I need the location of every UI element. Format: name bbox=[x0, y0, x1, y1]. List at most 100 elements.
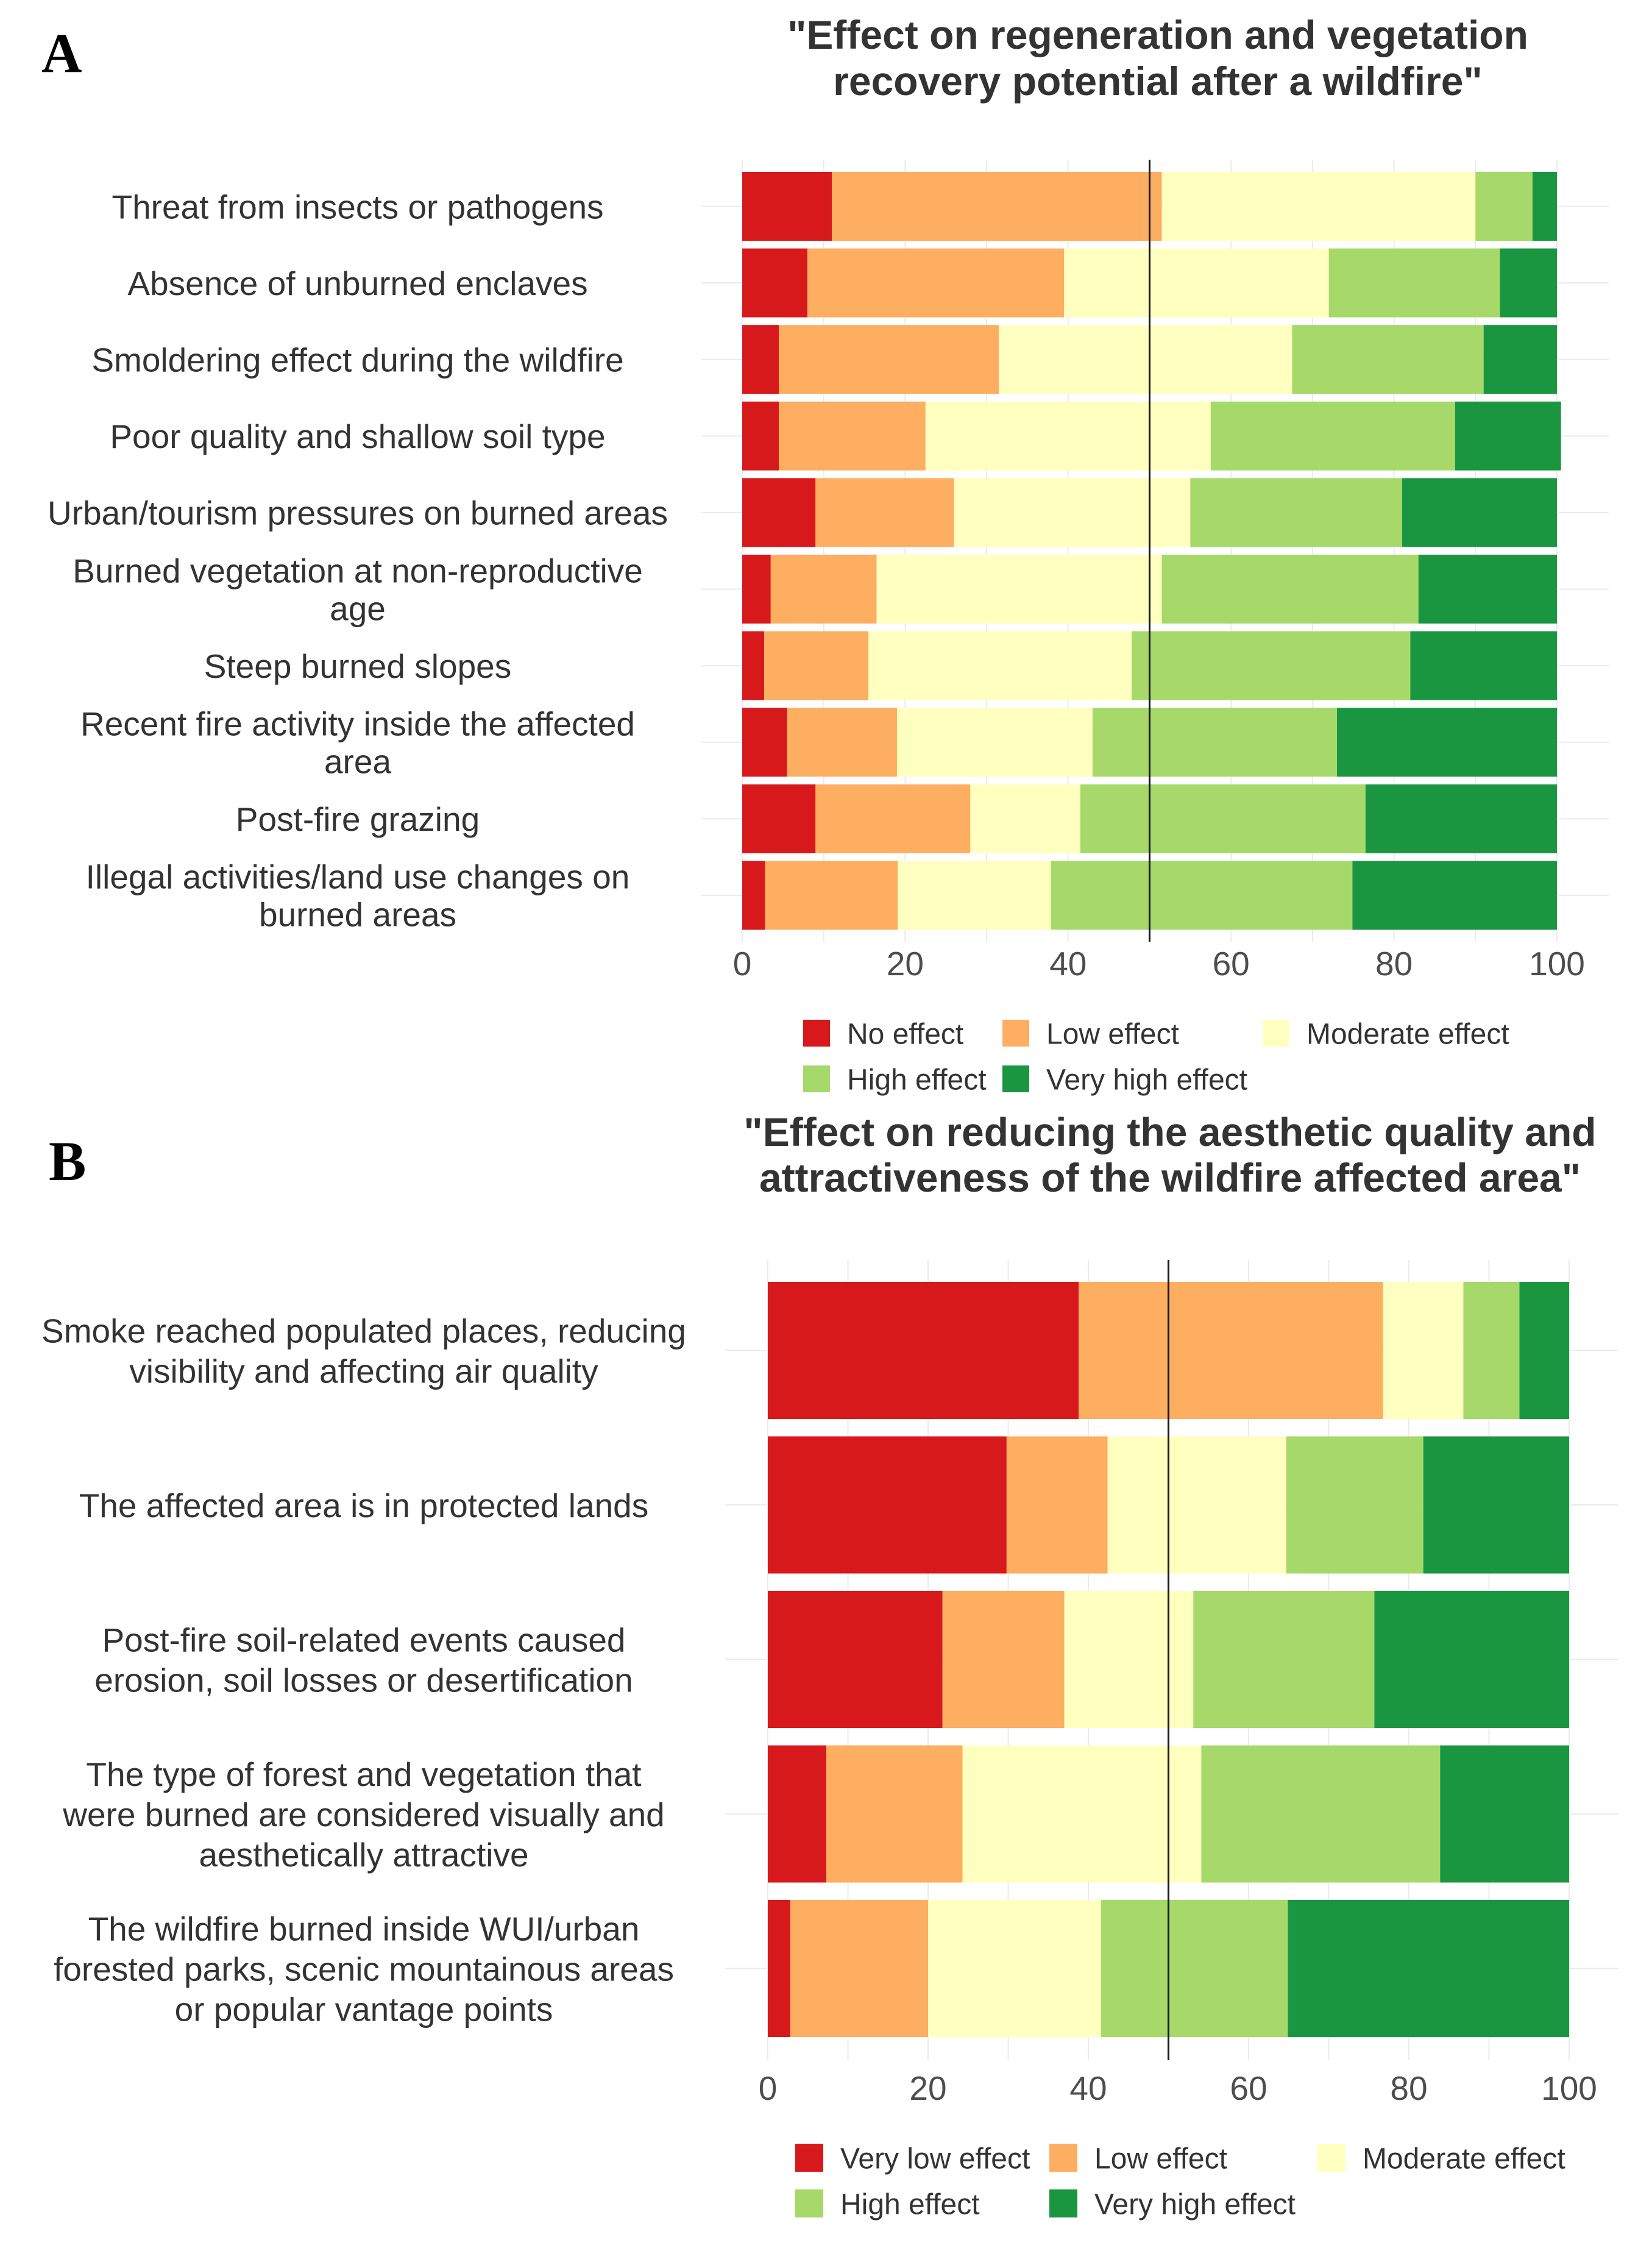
bar-segment bbox=[742, 555, 771, 624]
bar-segment bbox=[1092, 708, 1338, 777]
bar-segment bbox=[1190, 478, 1402, 547]
category-label: Poor quality and shallow soil type bbox=[110, 418, 605, 455]
legend-swatch bbox=[803, 1065, 830, 1092]
category-label: erosion, soil losses or desertification bbox=[94, 1661, 633, 1699]
bar-segment bbox=[1383, 1282, 1464, 1419]
category-label: The affected area is in protected lands bbox=[79, 1487, 649, 1524]
bar-segment bbox=[1423, 1436, 1569, 1574]
bar-segment bbox=[898, 861, 1051, 930]
bar-segment bbox=[1532, 172, 1557, 241]
x-tick-label: 0 bbox=[733, 945, 752, 983]
bar-segment bbox=[1079, 1282, 1383, 1419]
bar-segment bbox=[970, 784, 1080, 853]
bar-segment bbox=[815, 784, 971, 853]
bar-segment bbox=[1161, 555, 1419, 624]
bar-segment bbox=[768, 1900, 790, 2037]
x-tick-label: 40 bbox=[1069, 2069, 1107, 2107]
legend-swatch bbox=[1317, 2144, 1345, 2172]
bar-segment bbox=[1201, 1745, 1441, 1883]
bar-segment bbox=[876, 555, 1162, 624]
bar-segment bbox=[1455, 401, 1561, 471]
bar-segment bbox=[742, 172, 832, 241]
x-tick-label: 60 bbox=[1213, 945, 1250, 983]
legend-swatch bbox=[795, 2189, 823, 2217]
chart-title-line: "Effect on regeneration and vegetation bbox=[787, 12, 1528, 57]
bar-segment bbox=[779, 401, 926, 471]
bar-segment bbox=[1006, 1436, 1108, 1574]
bar-segment bbox=[1193, 1591, 1375, 1728]
bar-segment bbox=[1337, 708, 1557, 777]
category-label: burned areas bbox=[259, 896, 456, 934]
legend-swatch bbox=[803, 1020, 830, 1047]
legend-swatch bbox=[1002, 1065, 1029, 1092]
panel-b: B "Effect on reducing the aesthetic quali… bbox=[41, 1109, 1618, 2221]
bar-segment bbox=[787, 708, 898, 777]
category-label: area bbox=[324, 743, 391, 781]
bar-segment bbox=[764, 631, 869, 700]
legend-label: Very low effect bbox=[840, 2143, 1030, 2175]
bar-segment bbox=[1519, 1282, 1569, 1419]
bar-segment bbox=[1483, 325, 1557, 394]
bar-segment bbox=[742, 401, 779, 471]
legend-label: Moderate effect bbox=[1363, 2143, 1565, 2175]
bar-segment bbox=[942, 1591, 1065, 1728]
category-label: Absence of unburned enclaves bbox=[127, 265, 587, 302]
bar-segment bbox=[1365, 784, 1557, 853]
legend-swatch bbox=[1049, 2144, 1077, 2172]
bar-segment bbox=[815, 478, 954, 547]
bar-segment bbox=[1161, 172, 1476, 241]
bar-segment bbox=[928, 1900, 1102, 2037]
bar-segment bbox=[1500, 248, 1557, 318]
bar-segment bbox=[1463, 1282, 1520, 1419]
bar-segment bbox=[1051, 861, 1353, 930]
bar-segment bbox=[779, 325, 999, 394]
chart-title-line: "Effect on reducing the aesthetic qualit… bbox=[743, 1109, 1596, 1154]
bar-segment bbox=[1374, 1591, 1569, 1728]
legend-swatch bbox=[1263, 1020, 1289, 1047]
category-label: Steep burned slopes bbox=[204, 647, 512, 685]
x-tick-label: 100 bbox=[1541, 2069, 1597, 2107]
legend-swatch bbox=[795, 2144, 823, 2172]
legend-label: Moderate effect bbox=[1306, 1018, 1509, 1050]
bar-segment bbox=[1288, 1900, 1569, 2037]
bar-segment bbox=[999, 325, 1292, 394]
bar-segment bbox=[807, 248, 1065, 318]
legend-label: High effect bbox=[840, 2188, 980, 2221]
legend-label: High effect bbox=[847, 1064, 987, 1096]
panel-letter: B bbox=[49, 1130, 86, 1192]
legend-label: No effect bbox=[847, 1018, 963, 1050]
category-label: were burned are considered visually and bbox=[62, 1796, 665, 1833]
legend-label: Low effect bbox=[1046, 1018, 1179, 1050]
bar-segment bbox=[1328, 248, 1500, 318]
bar-segment bbox=[742, 248, 807, 318]
legend-label: Very high effect bbox=[1094, 2188, 1296, 2221]
bar-segment bbox=[768, 1436, 1007, 1574]
bar-segment bbox=[1292, 325, 1484, 394]
x-tick-label: 80 bbox=[1375, 945, 1413, 983]
chart-title-line: recovery potential after a wildfire" bbox=[833, 59, 1483, 104]
bar-segment bbox=[742, 478, 816, 547]
category-label: Post-fire grazing bbox=[236, 800, 480, 838]
category-label: Smoke reached populated places, reducing bbox=[41, 1312, 686, 1350]
x-tick-label: 40 bbox=[1049, 945, 1087, 983]
bar-segment bbox=[768, 1282, 1079, 1419]
category-label: age bbox=[330, 589, 386, 627]
bar-segment bbox=[868, 631, 1132, 700]
panel-a: A "Effect on regeneration and vegetationr… bbox=[41, 12, 1609, 1096]
bar-segment bbox=[925, 401, 1211, 471]
bar-segment bbox=[1101, 1900, 1288, 2037]
bar-segment bbox=[768, 1745, 826, 1883]
bar-segment bbox=[1440, 1745, 1569, 1883]
x-tick-label: 60 bbox=[1230, 2069, 1267, 2107]
category-label: aesthetically attractive bbox=[199, 1836, 528, 1874]
bar-segment bbox=[1286, 1436, 1423, 1574]
chart-title-line: attractiveness of the wildfire affected … bbox=[759, 1155, 1581, 1200]
category-label: The wildfire burned inside WUI/urban bbox=[88, 1910, 640, 1947]
bar-segment bbox=[1132, 631, 1411, 700]
bar-segment bbox=[768, 1591, 943, 1728]
bar-segment bbox=[770, 555, 877, 624]
category-label: visibility and affecting air quality bbox=[129, 1352, 598, 1390]
bar-segment bbox=[826, 1745, 963, 1883]
legend-swatch bbox=[1002, 1020, 1029, 1047]
